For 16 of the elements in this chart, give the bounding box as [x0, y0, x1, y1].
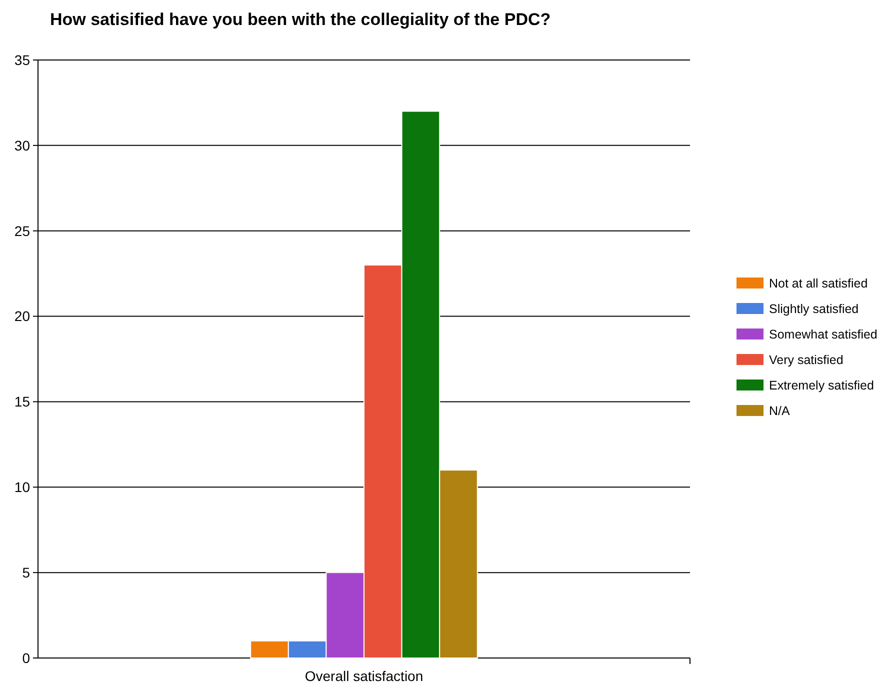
legend-label: Slightly satisfied: [769, 302, 859, 316]
legend-label: Very satisfied: [769, 352, 844, 367]
y-tick-label: 35: [14, 52, 30, 68]
legend-label: Extremely satisfied: [769, 378, 874, 392]
y-tick-label: 10: [14, 479, 30, 496]
legend-label: Somewhat satisfied: [769, 327, 878, 342]
x-tick-label: Overall satisfaction: [304, 668, 424, 684]
legend-label: Not at all satisfied: [769, 276, 868, 290]
y-tick-label: 15: [14, 394, 30, 410]
y-tick-label: 0: [22, 650, 30, 666]
chart-title: How satisified have you been with the collegiality of the PDC?: [50, 10, 551, 29]
y-tick-label: 30: [14, 137, 30, 154]
y-tick-label: 25: [14, 222, 30, 239]
legend-label: N/A: [769, 404, 790, 418]
y-tick-label: 5: [22, 564, 30, 580]
y-tick-label: 20: [14, 308, 30, 324]
